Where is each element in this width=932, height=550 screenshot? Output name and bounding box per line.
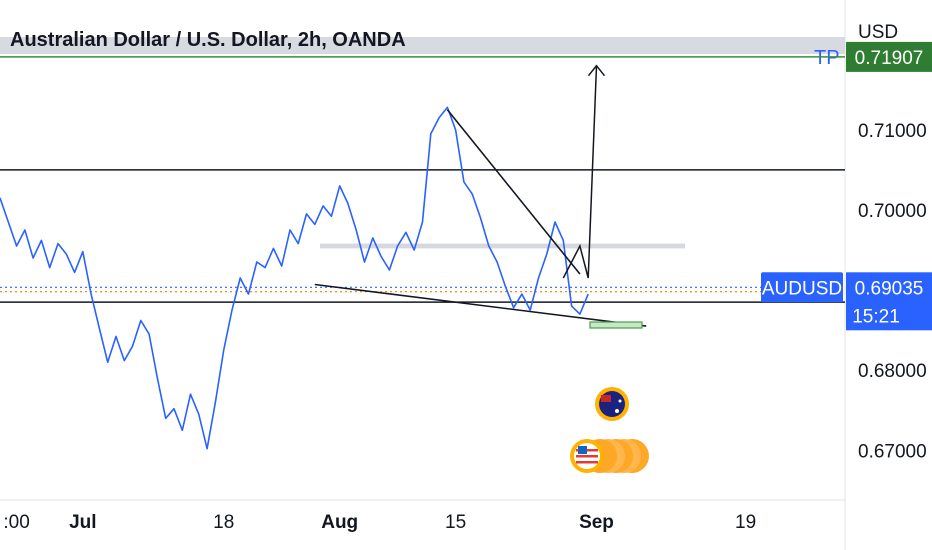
time-tick-label: 15 xyxy=(445,512,466,533)
projection-arrow-icon xyxy=(587,64,606,77)
price-tick-label: 0.71000 xyxy=(858,121,927,142)
time-tick-label: Aug xyxy=(321,512,358,533)
symbol-badge xyxy=(761,272,843,303)
tp-zone-band xyxy=(0,37,845,54)
tp-price-label: 0.71907 xyxy=(855,48,924,69)
tp-price-badge xyxy=(846,41,932,72)
time-tick-label: :00 xyxy=(3,512,29,533)
grey-zone xyxy=(320,243,685,249)
upper-trendline[interactable] xyxy=(446,109,581,275)
time-axis[interactable]: :00 Jul 18 Aug 15 Sep 19 xyxy=(3,512,756,533)
chart-title: Australian Dollar / U.S. Dollar, 2h, OAN… xyxy=(10,29,406,51)
price-series-line xyxy=(0,106,589,450)
symbol-label: AUDUSD xyxy=(762,278,842,299)
currency-label: USD xyxy=(858,22,898,43)
price-tick-label: 0.68000 xyxy=(858,361,927,382)
bar-countdown: 15:21 xyxy=(852,306,900,327)
australia-flag-icon[interactable] xyxy=(595,387,629,421)
projection-path[interactable] xyxy=(562,65,598,279)
time-tick-label: 19 xyxy=(735,512,756,533)
tp-label: TP xyxy=(814,47,840,69)
price-tick-label: 0.70000 xyxy=(858,201,927,222)
time-tick-label: 18 xyxy=(213,512,234,533)
event-coin-stack-icon[interactable] xyxy=(583,439,649,473)
price-axis[interactable]: 0.71000 0.70000 0.68000 0.67000 xyxy=(858,121,927,463)
entry-zone-box xyxy=(589,321,643,329)
current-price-badge xyxy=(846,272,932,331)
time-tick-label: Jul xyxy=(69,512,96,533)
time-tick-label: Sep xyxy=(579,512,614,533)
current-price-label: 0.69035 xyxy=(855,278,924,299)
price-tick-label: 0.67000 xyxy=(858,441,927,462)
usa-flag-icon[interactable] xyxy=(570,439,604,473)
lower-trendline[interactable] xyxy=(314,283,647,327)
